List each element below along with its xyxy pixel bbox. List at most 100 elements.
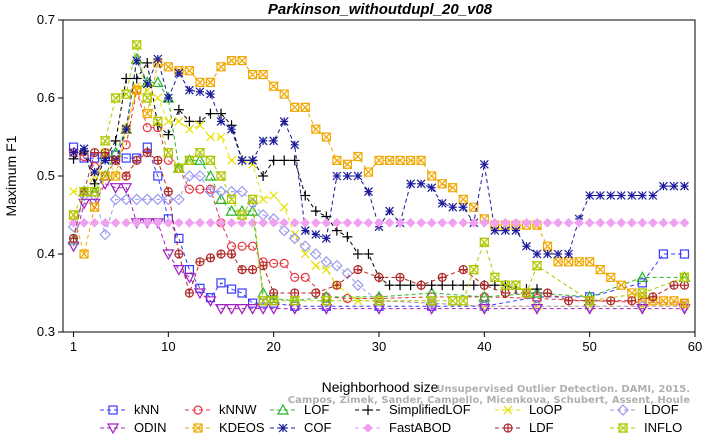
data-point-loop xyxy=(269,191,279,200)
data-point-loop xyxy=(174,116,184,126)
data-point-odin xyxy=(530,304,544,315)
data-point-simplifiedlof xyxy=(300,190,311,201)
data-point-loop xyxy=(290,230,300,239)
data-point-fastabod xyxy=(468,217,479,228)
data-point-simplifiedlof xyxy=(532,284,542,295)
data-point-cof xyxy=(532,249,542,259)
data-point-fastabod xyxy=(289,217,300,228)
data-point-kdeos xyxy=(205,77,216,88)
data-point-inflo xyxy=(426,296,438,306)
data-point-ldf xyxy=(132,155,142,165)
data-point-inflo xyxy=(99,136,111,146)
series-line-loop xyxy=(73,85,685,307)
data-point-knn xyxy=(237,288,247,298)
data-point-odin xyxy=(246,304,259,315)
legend-marker-knn xyxy=(108,405,118,415)
data-point-loop xyxy=(184,124,194,134)
data-point-cof xyxy=(195,87,205,97)
data-point-kdeos xyxy=(658,296,669,306)
data-point-ldf xyxy=(332,280,342,290)
data-point-simplifiedlof xyxy=(121,73,132,84)
data-point-kdeos xyxy=(374,155,384,165)
data-point-knnw xyxy=(290,272,300,282)
data-point-simplifiedlof xyxy=(363,249,374,259)
data-point-ldf xyxy=(269,288,279,298)
data-point-ldf xyxy=(163,187,173,197)
data-point-fastabod xyxy=(332,217,342,228)
data-point-kdeos xyxy=(606,272,616,282)
data-point-inflo xyxy=(457,296,469,306)
data-point-knn xyxy=(174,233,184,243)
data-point-kdeos xyxy=(627,288,637,298)
data-point-kdeos xyxy=(321,132,331,142)
data-point-fastabod xyxy=(310,217,321,228)
data-point-kdeos xyxy=(427,171,437,181)
data-point-cof xyxy=(248,155,258,165)
data-point-fastabod xyxy=(479,217,490,228)
data-point-fastabod xyxy=(595,217,606,228)
data-point-ldof xyxy=(320,255,333,268)
data-point-ldof xyxy=(162,193,175,206)
data-point-kdeos xyxy=(290,102,300,112)
data-point-cof xyxy=(321,233,331,243)
data-point-fastabod xyxy=(616,217,627,228)
data-point-loop xyxy=(163,116,173,126)
data-point-lof xyxy=(204,169,217,181)
data-point-cof xyxy=(437,198,447,208)
data-point-ldf xyxy=(205,253,216,263)
data-point-odin xyxy=(236,304,249,315)
data-point-ldf xyxy=(184,288,194,298)
data-point-knnw xyxy=(300,272,310,282)
data-point-cof xyxy=(364,187,373,197)
data-point-odin xyxy=(678,304,691,315)
data-point-cof xyxy=(79,144,89,154)
data-point-lof xyxy=(214,193,228,204)
data-point-simplifiedlof xyxy=(342,231,353,242)
data-point-knn xyxy=(184,265,194,275)
data-point-inflo xyxy=(636,288,648,298)
series-line-inflo xyxy=(73,44,685,302)
data-point-odin xyxy=(204,296,217,308)
data-point-cof xyxy=(585,191,595,200)
data-point-kdeos xyxy=(595,265,605,275)
x-tick-label: 30 xyxy=(372,339,386,354)
data-point-loop xyxy=(353,296,363,306)
data-point-knnw xyxy=(142,123,152,133)
data-point-ldf xyxy=(395,272,405,282)
data-point-inflo xyxy=(320,296,332,306)
data-point-ldf xyxy=(248,265,258,275)
data-point-ldof xyxy=(130,193,143,206)
data-point-cof xyxy=(385,206,394,216)
data-point-ldf xyxy=(353,265,363,275)
data-point-cof xyxy=(227,124,236,134)
data-point-cof xyxy=(543,249,552,259)
data-point-ldof xyxy=(246,197,259,210)
data-point-ldf xyxy=(195,257,205,267)
data-point-fastabod xyxy=(237,217,247,228)
data-point-kdeos xyxy=(679,298,690,308)
y-tick-label: 0.5 xyxy=(37,168,55,183)
legend-item-knn: kNN xyxy=(100,402,159,417)
data-point-fastabod xyxy=(395,217,405,228)
legend-marker-knnw xyxy=(193,405,203,415)
data-point-cof xyxy=(90,167,100,177)
data-point-inflo xyxy=(257,296,269,306)
data-point-ldof xyxy=(88,189,101,202)
data-point-knnw xyxy=(342,293,352,304)
data-point-cof xyxy=(174,68,184,78)
data-point-loop xyxy=(300,249,310,259)
data-point-kdeos xyxy=(437,179,447,189)
x-tick-label: 10 xyxy=(161,339,175,354)
data-point-kdeos xyxy=(184,66,194,76)
data-point-cof xyxy=(353,171,363,181)
data-point-inflo xyxy=(89,187,101,197)
data-point-ldf xyxy=(479,280,489,290)
series-fastabod xyxy=(68,217,690,228)
data-point-cof xyxy=(237,155,247,165)
legend-label: COF xyxy=(304,420,332,434)
data-point-kdeos xyxy=(669,296,679,306)
data-point-loop xyxy=(279,202,289,212)
data-point-odin xyxy=(636,304,649,315)
data-point-kdeos xyxy=(248,69,258,80)
data-point-knnw xyxy=(205,184,216,194)
